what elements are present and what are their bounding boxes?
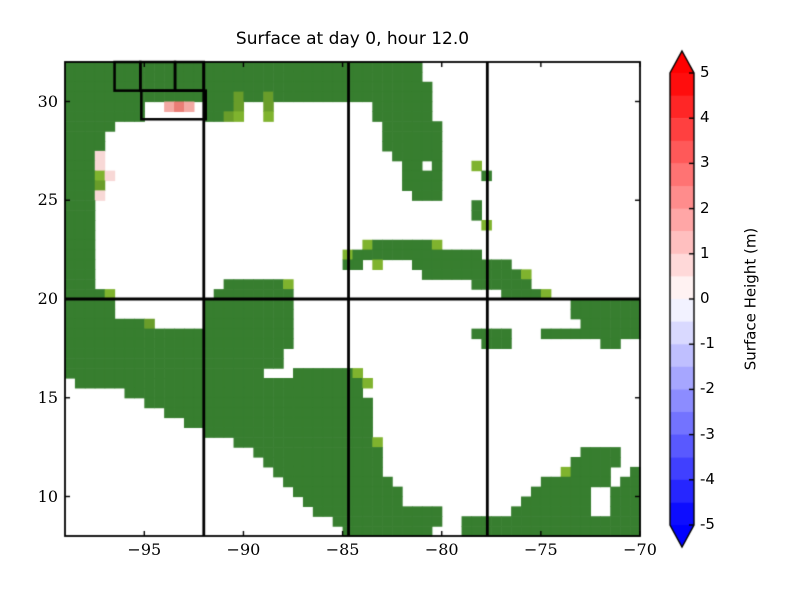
colorbar-tick-label: 2 [700,198,710,217]
colorbar-tick-label: -5 [700,515,715,533]
y-tick-label: 30 [37,91,58,111]
x-tick-label: −80 [424,540,459,559]
colorbar-tick-label: 1 [700,243,710,262]
colorbar-tick-label: 0 [700,289,710,307]
y-tick-label: 10 [37,486,58,506]
colorbar-tick-label: 5 [700,63,710,81]
x-tick-label: −75 [523,540,558,559]
colorbar-tick-label: -3 [700,424,715,443]
plot-title: Surface at day 0, hour 12.0 [235,29,470,49]
colorbar-tick-label: -2 [700,379,715,398]
colorbar-tick-label: -4 [700,469,715,488]
colorbar-tick-label: -1 [700,334,715,353]
x-tick-label: −95 [127,540,162,559]
y-tick-label: 20 [37,289,58,308]
colorbar-tick-label: 3 [700,153,710,172]
y-tick-label: 25 [37,190,58,210]
colorbar-tick-label: 4 [700,108,710,127]
x-tick-label: −85 [325,540,360,559]
y-tick-label: 15 [37,387,58,407]
colorbar-axis-label: Surface Height (m) [741,227,760,371]
x-tick-label: −90 [226,540,261,559]
x-tick-label: −70 [623,540,657,559]
